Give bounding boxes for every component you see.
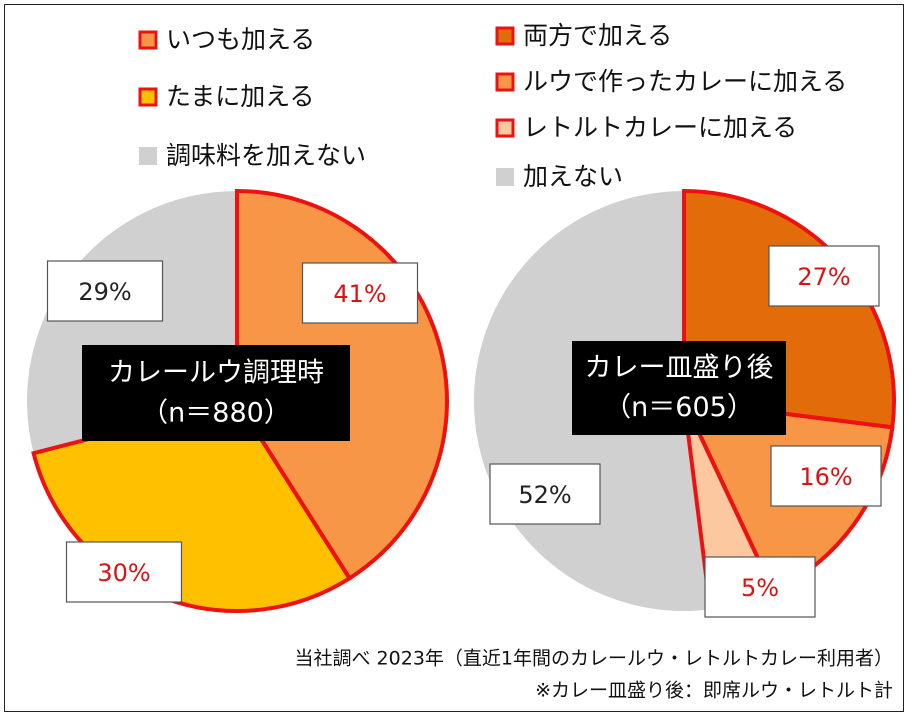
pie2-label-box-2 bbox=[770, 445, 882, 507]
pie2-data-label-4: 52% bbox=[518, 481, 571, 509]
pie1-title: カレールウ調理時 bbox=[108, 357, 324, 388]
legend1-entry-1: いつも加える bbox=[166, 25, 315, 54]
pie2-label-box-4 bbox=[489, 463, 601, 525]
legend1-marker-2 bbox=[138, 87, 158, 107]
pie2-label-box-3 bbox=[704, 556, 816, 618]
pie1-data-label-2: 30% bbox=[97, 559, 150, 587]
source-note: 当社調べ 2023年（直近1年間のカレールウ・レトルトカレー利用者） bbox=[295, 648, 893, 670]
pie2-subtitle: （n＝605） bbox=[604, 392, 754, 423]
pie2-data-label-1: 27% bbox=[797, 263, 850, 291]
pie2-title-box bbox=[572, 341, 786, 435]
pie1-subtitle: （n＝880） bbox=[141, 398, 291, 429]
pie2-data-label-3: 5% bbox=[741, 574, 779, 602]
legend2-entry-4: 加えない bbox=[523, 162, 623, 191]
legend1-marker-3 bbox=[139, 147, 157, 165]
pie1-data-label-1: 41% bbox=[333, 280, 386, 308]
legend2-marker-3 bbox=[495, 118, 515, 138]
pie1-label-box-3 bbox=[46, 260, 164, 322]
chart-labels: 41% 30% 29% カレールウ調理時 （n＝880） 27% 16% 5% 52% カレー皿盛… bbox=[46, 245, 882, 618]
pie1-title-box bbox=[82, 345, 350, 441]
chart-notes: 当社調べ 2023年（直近1年間のカレールウ・レトルトカレー利用者） ※カレー皿盛… bbox=[295, 648, 893, 702]
legend2-entry-1: 両方で加える bbox=[523, 21, 672, 50]
pie1-label-box-2 bbox=[65, 541, 183, 603]
legend2-marker-4 bbox=[496, 168, 514, 186]
legend2-marker-2 bbox=[495, 72, 515, 92]
legend2-entry-3: レトルトカレーに加える bbox=[523, 113, 797, 142]
pie1-data-label-3: 29% bbox=[78, 278, 131, 306]
definition-note: ※カレー皿盛り後：即席ルウ・レトルト計 bbox=[535, 680, 893, 702]
pie2-data-label-2: 16% bbox=[799, 463, 852, 491]
pie2-label-box-1 bbox=[768, 245, 880, 307]
legend2-entry-2: ルウで作ったカレーに加える bbox=[523, 67, 847, 96]
legend1-entry-2: たまに加える bbox=[166, 82, 315, 111]
legend1-entry-3: 調味料を加えない bbox=[166, 141, 366, 170]
legend1-marker-1 bbox=[138, 30, 158, 50]
legend2-marker-1 bbox=[495, 26, 515, 46]
pie1-label-box-1 bbox=[301, 262, 419, 324]
pie2-title: カレー皿盛り後 bbox=[585, 353, 774, 384]
pie1-slice-1-outline bbox=[235, 188, 449, 582]
